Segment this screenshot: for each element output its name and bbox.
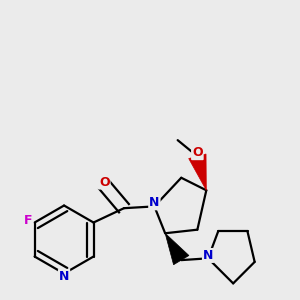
Text: N: N [59,270,69,283]
Polygon shape [165,233,189,265]
Text: O: O [99,176,110,188]
Text: N: N [203,249,213,262]
Text: O: O [192,146,203,159]
Polygon shape [189,154,206,190]
Text: N: N [149,196,160,209]
Text: F: F [24,214,32,227]
